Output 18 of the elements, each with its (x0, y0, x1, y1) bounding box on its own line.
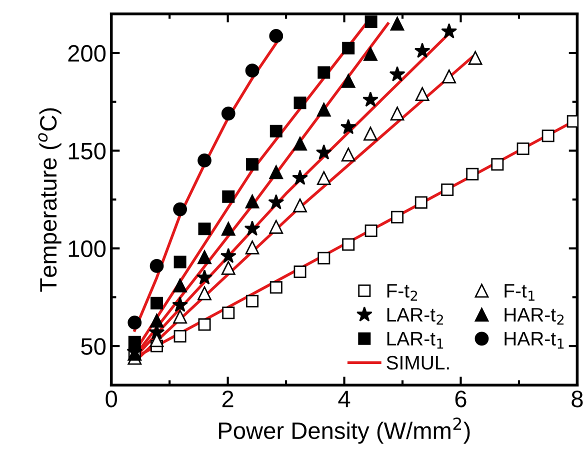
legend-label: HAR-t$_{1}$ (504, 332, 564, 349)
y-tick-label: 50 (81, 338, 106, 355)
legend-label: F-t$_{1}$ (504, 284, 534, 301)
y-tick-label: 150 (68, 142, 106, 160)
legend-label: SIMUL. (386, 356, 449, 370)
legend-label: HAR-t$_{2}$ (504, 308, 564, 325)
legend-label: F-t$_{2}$ (387, 284, 418, 301)
y-axis-title: Temperature ($^{o}$C) (38, 108, 62, 292)
x-tick-label: 4 (338, 390, 350, 408)
legend-label: LAR-t$_{1}$ (387, 332, 444, 349)
x-tick-label: 6 (455, 390, 466, 408)
legend-label: LAR-t$_{2}$ (387, 308, 443, 325)
x-tick-label: 2 (222, 390, 234, 408)
y-tick-label: 100 (68, 240, 106, 258)
y-tick-label: 200 (68, 45, 106, 62)
x-axis-title: Power Density (W/mm$^{2}$) (219, 418, 470, 444)
x-tick-label: 8 (572, 390, 583, 408)
x-tick-label: 0 (106, 390, 117, 408)
